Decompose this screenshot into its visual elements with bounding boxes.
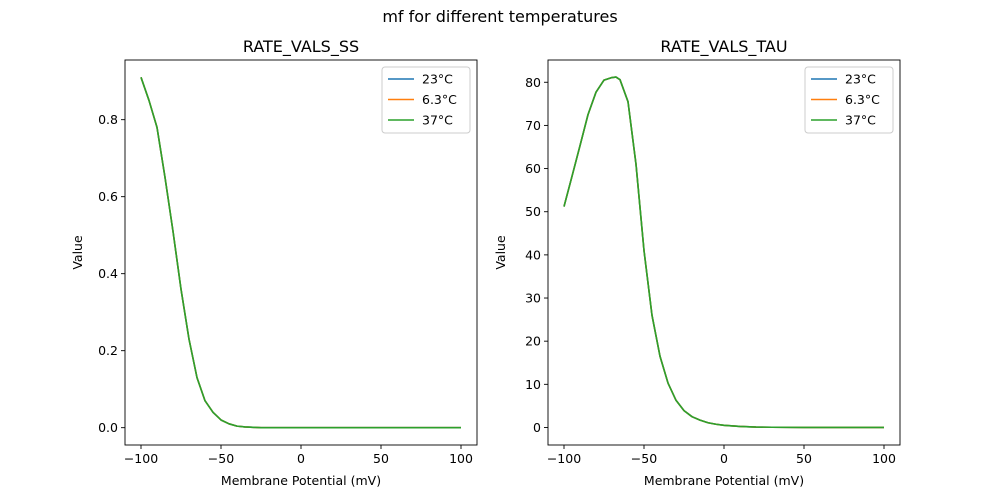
x-tick-label: 0 (720, 451, 728, 466)
x-tick-label: 100 (449, 451, 473, 466)
legend-label: 23°C (845, 72, 876, 87)
y-tick-label: 80 (525, 75, 541, 90)
legend-box (804, 66, 894, 134)
x-tick-label: 50 (796, 451, 812, 466)
legend-label: 37°C (845, 113, 876, 128)
chart-title: RATE_VALS_SS (243, 37, 359, 57)
chart-2: RATE_VALS_TAU −100 −50 0 50 100 0 10 20 30 40 50 60 7… (493, 37, 901, 488)
y-tick-label: 0.4 (98, 266, 118, 281)
legend: 23°C 6.3°C 37°C (804, 66, 894, 134)
y-tick-label: 60 (525, 161, 541, 176)
y-axis-label: Value (70, 235, 85, 270)
x-tick-label: 100 (872, 451, 896, 466)
y-tick-label: 0.2 (98, 343, 118, 358)
x-tick-label: −50 (208, 451, 234, 466)
y-axis-label: Value (493, 235, 508, 270)
legend-label: 23°C (422, 72, 453, 87)
chart-title: RATE_VALS_TAU (660, 37, 787, 57)
y-tick-label: 40 (525, 247, 541, 262)
y-tick-label: 0.0 (98, 420, 118, 435)
series-line-3 (563, 76, 884, 429)
chart-1: RATE_VALS_SS −100 −50 0 50 100 0.0 0.2 0.4 0.6 0.8… (70, 37, 478, 488)
y-tick-label: 0.8 (98, 112, 118, 127)
y-tick-label: 0.6 (98, 189, 118, 204)
legend-label: 6.3°C (422, 92, 457, 107)
x-tick-label: −50 (631, 451, 657, 466)
legend-box (381, 66, 471, 134)
series-line-3 (140, 77, 461, 429)
legend-label: 37°C (422, 113, 453, 128)
x-axis-label: Membrane Potential (mV) (221, 473, 381, 488)
y-tick-label: 70 (525, 118, 541, 133)
x-tick-label: 0 (297, 451, 305, 466)
y-tick-label: 10 (525, 377, 541, 392)
legend-label: 6.3°C (845, 92, 880, 107)
x-tick-label: −100 (124, 451, 158, 466)
x-axis-label: Membrane Potential (mV) (644, 473, 804, 488)
y-tick-label: 30 (525, 291, 541, 306)
x-tick-label: −100 (547, 451, 581, 466)
x-tick-label: 50 (373, 451, 389, 466)
y-tick-label: 50 (525, 204, 541, 219)
legend: 23°C 6.3°C 37°C (381, 66, 471, 134)
y-tick-label: 20 (525, 334, 541, 349)
y-tick-label: 0 (533, 420, 541, 435)
figure-suptitle: mf for different temperatures (382, 7, 618, 26)
